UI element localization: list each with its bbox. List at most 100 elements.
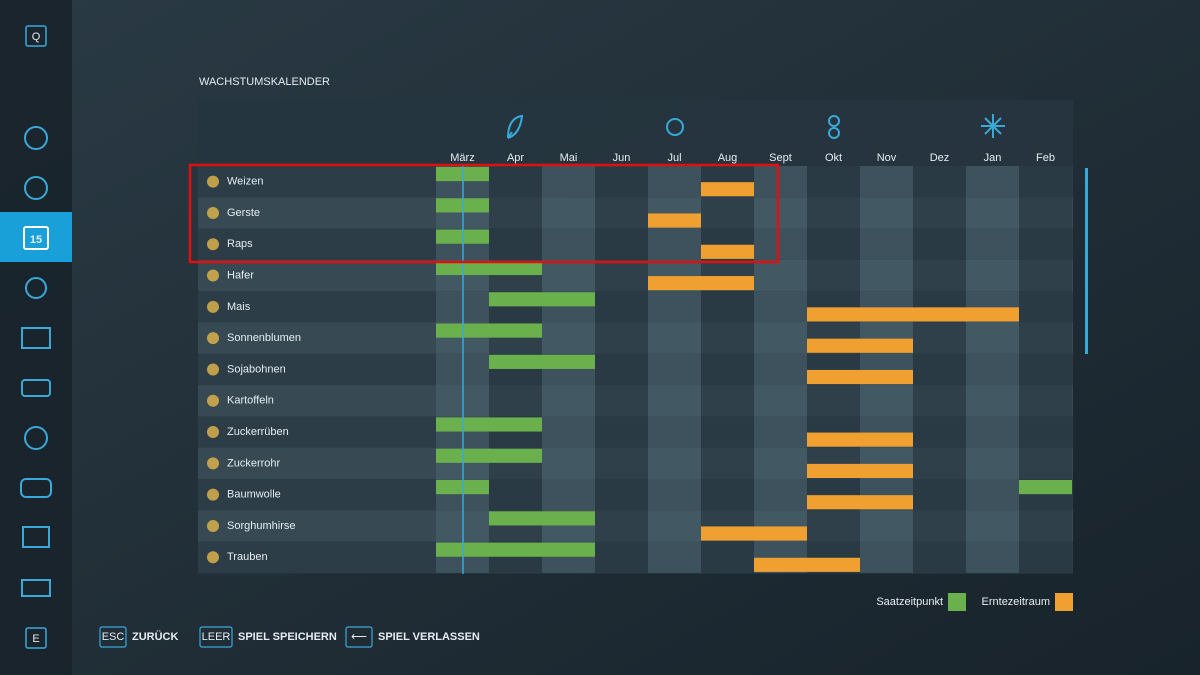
finance-icon[interactable] — [24, 426, 48, 450]
sidebar — [0, 0, 72, 675]
scrollbar[interactable] — [1085, 168, 1088, 354]
harvest-bar — [701, 244, 754, 259]
cell — [966, 416, 1019, 448]
key-box[interactable] — [99, 626, 127, 648]
key-box — [25, 627, 47, 649]
key-box[interactable] — [345, 626, 373, 648]
cell — [966, 322, 1019, 354]
month-label: Sept — [769, 152, 792, 164]
cell — [595, 510, 648, 542]
cell — [595, 197, 648, 229]
cell — [913, 479, 966, 511]
key-box — [25, 25, 47, 47]
cell — [595, 259, 648, 292]
cell — [595, 541, 648, 573]
crop-icon — [207, 519, 219, 532]
cell — [913, 197, 966, 229]
cell — [1019, 416, 1072, 448]
cell — [754, 447, 807, 479]
cell — [595, 166, 648, 198]
harvest-bar — [860, 495, 913, 510]
month-label: März — [450, 152, 474, 164]
month-label: Dez — [930, 152, 950, 164]
sowing-bar — [542, 292, 595, 307]
cell — [966, 385, 1019, 417]
month-label: Apr — [507, 152, 524, 164]
vehicle-icon[interactable] — [24, 176, 48, 200]
contracts-icon[interactable] — [22, 526, 50, 548]
key-box[interactable] — [199, 626, 233, 648]
harvest-bar — [807, 495, 860, 510]
month-label: Jan — [984, 152, 1002, 164]
cell — [913, 416, 966, 448]
cell — [1019, 510, 1072, 542]
cell — [542, 259, 595, 292]
key-label: ESC — [102, 631, 125, 643]
sowing-bar — [542, 354, 595, 369]
cell — [701, 385, 754, 417]
month-label: Nov — [877, 152, 897, 164]
crop-name: Weizen — [227, 176, 263, 188]
cell — [489, 228, 542, 260]
footer-action[interactable]: SPIEL SPEICHERN — [238, 631, 337, 643]
stats-icon[interactable] — [21, 327, 51, 349]
cell — [595, 416, 648, 448]
cell — [807, 259, 860, 292]
key-label: E — [32, 633, 39, 645]
footer-action[interactable]: ZURÜCK — [132, 630, 178, 643]
cell — [701, 353, 754, 386]
harvest-bar — [860, 432, 913, 447]
cell — [966, 510, 1019, 542]
cell — [913, 259, 966, 292]
cell — [595, 447, 648, 479]
autumn-icon — [828, 127, 840, 139]
harvest-bar — [807, 432, 860, 447]
cell — [595, 385, 648, 417]
sowing-bar — [489, 542, 542, 557]
crop-icon — [207, 363, 219, 376]
cell — [754, 479, 807, 511]
cell — [1019, 228, 1072, 260]
map-icon[interactable] — [24, 126, 48, 150]
harvest-bar — [807, 369, 860, 385]
crop-name: Zuckerrohr — [227, 457, 281, 469]
month-label: Jul — [667, 152, 681, 164]
harvest-bar — [966, 307, 1019, 322]
animals-icon[interactable] — [20, 478, 52, 498]
cell — [913, 447, 966, 479]
month-label: Mai — [560, 152, 578, 164]
cell — [595, 353, 648, 386]
cell — [754, 353, 807, 386]
cell — [966, 228, 1019, 260]
cell — [754, 416, 807, 448]
sowing-bar — [489, 511, 542, 526]
crop-name: Baumwolle — [227, 489, 281, 501]
cell — [701, 479, 754, 511]
cell — [1019, 259, 1072, 292]
cell — [807, 385, 860, 417]
cell — [648, 291, 701, 323]
crop-name: Sonnenblumen — [227, 332, 301, 344]
sowing-bar — [489, 448, 542, 463]
cell — [754, 197, 807, 229]
cell — [754, 291, 807, 323]
cell — [860, 541, 913, 573]
footer-action[interactable]: SPIEL VERLASSEN — [378, 631, 480, 643]
cell — [489, 166, 542, 198]
sowing-bar — [489, 260, 542, 276]
cell — [754, 385, 807, 417]
cell — [860, 197, 913, 229]
cell — [966, 541, 1019, 573]
sowing-bar — [489, 323, 542, 338]
production-icon[interactable] — [21, 579, 51, 597]
cell — [1019, 166, 1072, 198]
cell — [489, 197, 542, 229]
weather-icon[interactable] — [25, 277, 47, 299]
cell — [648, 353, 701, 386]
tractor-icon[interactable] — [21, 379, 51, 397]
sowing-bar — [1019, 480, 1072, 495]
cell — [1019, 447, 1072, 479]
cell — [542, 197, 595, 229]
sidebar-selected[interactable] — [0, 212, 72, 262]
